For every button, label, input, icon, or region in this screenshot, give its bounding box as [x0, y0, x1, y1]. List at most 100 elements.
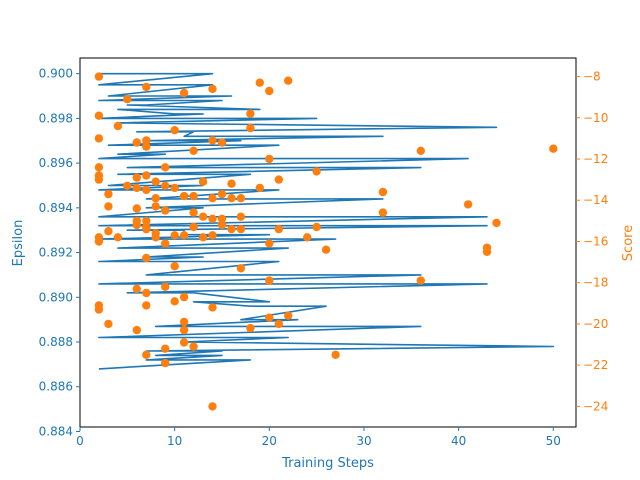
- score-point-47: [227, 194, 236, 203]
- x-tick-label-3: 30: [356, 434, 371, 448]
- score-point-48: [236, 194, 246, 203]
- score-point-76: [151, 233, 160, 242]
- score-point-71: [104, 227, 113, 236]
- plot-frame: [79, 57, 577, 428]
- y-right-tick-label-0: −24: [583, 399, 608, 413]
- score-point-63: [217, 220, 227, 230]
- score-point-44: [189, 191, 198, 201]
- score-point-53: [463, 200, 473, 209]
- score-point-17: [217, 138, 227, 147]
- y-left-tick-label-3: 0.890: [39, 290, 73, 304]
- score-point-52: [151, 202, 160, 211]
- score-point-37: [170, 183, 179, 193]
- score-point-116: [208, 402, 217, 411]
- y-right-tick-label-5: −14: [583, 193, 608, 207]
- score-point-43: [179, 191, 189, 201]
- score-series-layer: [94, 72, 558, 411]
- score-point-25: [312, 167, 321, 176]
- score-point-24: [161, 163, 170, 172]
- score-point-112: [161, 344, 170, 353]
- x-axis-title: Training Steps: [281, 456, 374, 471]
- score-point-14: [142, 136, 151, 145]
- score-point-114: [331, 350, 340, 359]
- score-point-32: [198, 177, 208, 186]
- epsilon-series-layer: [98, 72, 555, 370]
- score-point-68: [236, 224, 246, 234]
- score-point-10: [113, 121, 123, 131]
- y-left-tick-label-1: 0.886: [39, 380, 73, 394]
- score-point-55: [378, 208, 388, 217]
- score-point-92: [416, 276, 425, 285]
- epsilon-line: [98, 72, 555, 370]
- score-point-58: [236, 212, 246, 221]
- score-point-49: [104, 202, 113, 211]
- y-axis-right-title: Score: [621, 225, 636, 261]
- y-right-tick-label-7: −10: [583, 111, 608, 125]
- score-point-100: [208, 303, 217, 312]
- x-tick-label-4: 40: [451, 434, 466, 448]
- score-point-35: [161, 181, 170, 190]
- score-point-77: [170, 231, 179, 240]
- score-point-13: [94, 134, 104, 143]
- score-point-90: [236, 264, 246, 273]
- score-point-61: [217, 214, 227, 223]
- y-left-tick-label-7: 0.898: [39, 111, 73, 125]
- score-point-4: [208, 84, 217, 94]
- score-point-11: [170, 126, 179, 135]
- score-point-18: [142, 142, 151, 151]
- score-point-72: [142, 224, 151, 234]
- x-tick-label-5: 50: [546, 434, 561, 448]
- y-right-tick-label-8: −8: [583, 70, 601, 84]
- score-point-1: [284, 76, 293, 85]
- score-point-56: [198, 212, 208, 221]
- y-right-tick-label-2: −20: [583, 317, 608, 331]
- score-point-88: [142, 253, 151, 263]
- score-point-66: [189, 222, 198, 232]
- score-point-82: [94, 237, 104, 246]
- x-tick-label-0: 0: [76, 434, 84, 448]
- score-point-93: [132, 284, 141, 294]
- axes-frame: [79, 57, 577, 428]
- score-point-115: [161, 358, 170, 368]
- score-point-19: [189, 146, 198, 155]
- score-point-54: [189, 208, 198, 217]
- score-point-103: [284, 311, 293, 320]
- score-point-69: [274, 224, 283, 234]
- y-right-tick-label-3: −18: [583, 276, 608, 290]
- score-point-106: [104, 319, 113, 329]
- score-point-6: [179, 88, 189, 98]
- score-point-50: [161, 206, 170, 215]
- score-point-91: [265, 276, 274, 285]
- score-point-104: [179, 317, 189, 327]
- score-point-107: [132, 325, 141, 335]
- axes-ticks: 0 10 20 30 40 50 0.884 0.886 0.888 0.890 0.892 0.89…: [39, 67, 609, 448]
- y-left-tick-label-6: 0.896: [39, 156, 73, 170]
- score-point-102: [265, 313, 274, 322]
- score-point-83: [161, 239, 170, 248]
- y-left-tick-label-2: 0.888: [39, 335, 73, 349]
- score-point-23: [94, 163, 104, 172]
- score-point-21: [549, 144, 558, 153]
- score-point-51: [132, 204, 141, 213]
- y-right-tick-label-4: −16: [583, 234, 608, 248]
- score-point-42: [217, 189, 227, 199]
- score-point-85: [321, 245, 331, 254]
- score-point-80: [208, 231, 217, 240]
- score-point-46: [208, 194, 217, 203]
- score-point-89: [170, 262, 179, 271]
- score-point-110: [179, 338, 189, 347]
- score-point-36: [132, 183, 141, 193]
- score-point-3: [142, 82, 151, 92]
- y-left-tick-label-0: 0.884: [39, 424, 73, 438]
- score-point-12: [246, 123, 255, 133]
- score-point-79: [198, 233, 208, 242]
- score-point-45: [151, 194, 160, 203]
- score-point-0: [94, 72, 104, 81]
- score-point-5: [265, 86, 274, 96]
- score-point-28: [142, 171, 151, 180]
- y-axis-left-title: Epsilon: [11, 220, 26, 267]
- score-point-60: [142, 216, 151, 226]
- score-point-41: [104, 189, 113, 199]
- score-point-94: [142, 288, 151, 298]
